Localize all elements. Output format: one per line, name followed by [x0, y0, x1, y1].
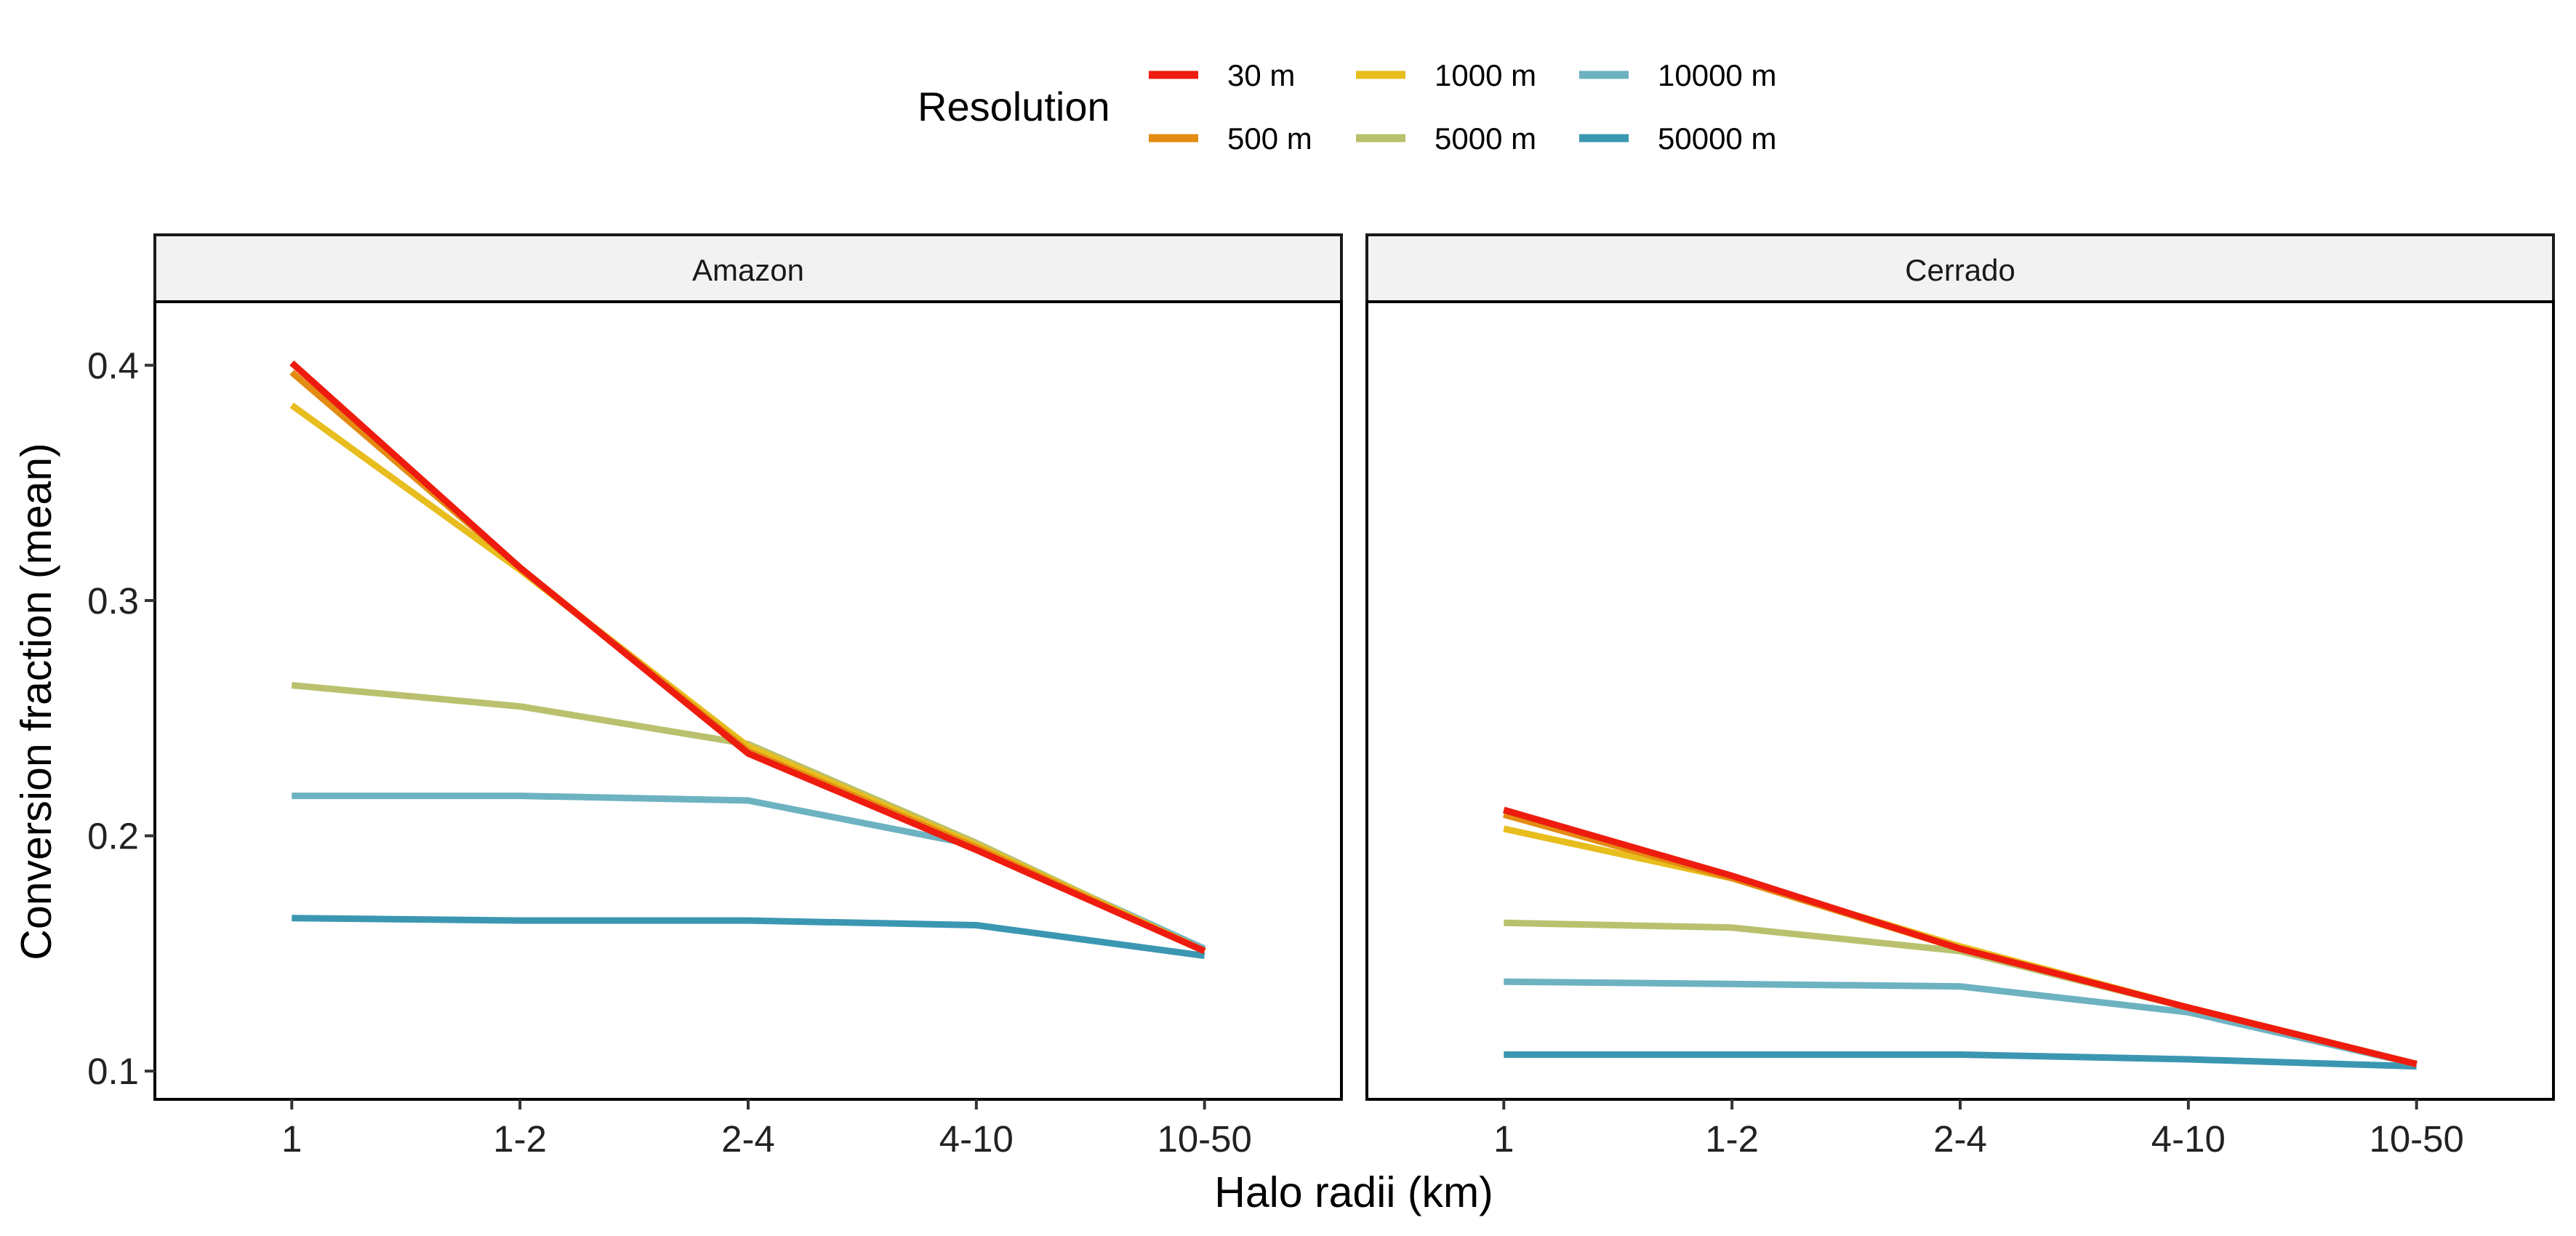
x-axis-title: Halo radii (km)	[1214, 1168, 1493, 1216]
legend: Resolution 30 m 500 m 1000 m 5000 m 10000 m 5…	[918, 58, 1776, 156]
y-tick-label: 0.3	[87, 580, 139, 622]
x-tick-label: 1	[281, 1118, 302, 1160]
y-axis: 0.1 0.2 0.3 0.4	[87, 345, 155, 1092]
panels: Amazon 1 1-2 2-4 4-10 10-50 Cerrado 1 1-2 2-4 4-10…	[153, 233, 2555, 1160]
panel-amazon: Amazon 1 1-2 2-4 4-10 10-50	[153, 233, 1343, 1160]
y-axis-title: Conversion fraction (mean)	[12, 443, 60, 960]
series-line-50000-m	[1504, 1051, 2417, 1070]
panel-title: Amazon	[692, 253, 804, 287]
series-line-30-m	[289, 360, 1206, 955]
panel-frame	[153, 300, 1343, 1101]
x-tick-label: 10-50	[1157, 1118, 1251, 1160]
panel-cerrado: Cerrado 1 1-2 2-4 4-10 10-50	[1365, 233, 2555, 1160]
series-line-10000-m	[292, 792, 1206, 952]
legend-label-30-m: 30 m	[1227, 58, 1295, 92]
legend-label-10000-m: 10000 m	[1658, 58, 1776, 92]
x-tick-label: 1-2	[1705, 1118, 1759, 1160]
legend-label-5000-m: 5000 m	[1435, 121, 1536, 156]
series-line-30-m	[1503, 806, 2417, 1067]
series-line-5000-m	[291, 682, 1206, 955]
legend-label-500-m: 500 m	[1227, 121, 1312, 156]
legend-title: Resolution	[918, 84, 1110, 129]
x-tick-label: 2-4	[1933, 1118, 1987, 1160]
x-tick-label: 2-4	[721, 1118, 775, 1160]
panel-strip	[1365, 233, 2555, 303]
x-tick-label: 4-10	[939, 1118, 1014, 1160]
x-tick-label: 10-50	[2369, 1118, 2463, 1160]
panel-title: Cerrado	[1905, 253, 2015, 287]
x-tick-label: 1	[1493, 1118, 1514, 1160]
y-tick-label: 0.4	[87, 345, 139, 386]
series-line-500-m	[289, 369, 1206, 955]
y-tick-label: 0.2	[87, 816, 139, 857]
legend-label-1000-m: 1000 m	[1435, 58, 1536, 92]
legend-label-50000-m: 50000 m	[1658, 121, 1776, 156]
x-tick-label: 4-10	[2151, 1118, 2226, 1160]
y-tick-label: 0.1	[87, 1051, 139, 1092]
series-line-50000-m	[292, 915, 1205, 960]
x-tick-label: 1-2	[493, 1118, 547, 1160]
